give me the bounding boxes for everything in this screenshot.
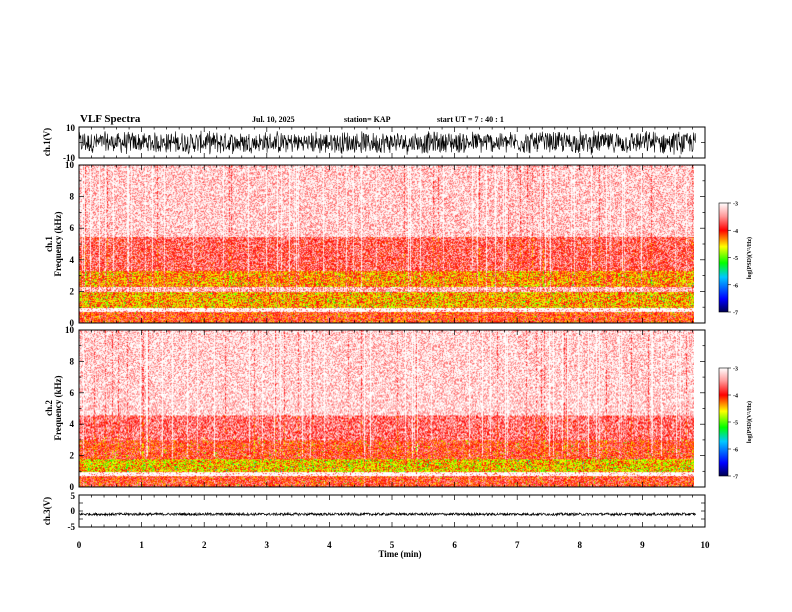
ch1-frequency-tick-labels: 0 2 4 6 8 10 <box>65 160 75 328</box>
colorbar-tick-label: -3 <box>733 202 738 208</box>
time-tick-label: 1 <box>139 540 144 550</box>
frequency-tick-label: 2 <box>70 451 75 461</box>
ch3-ytick-label-bottom: -5 <box>68 522 76 532</box>
ch2-colorbar: -3 -4 -5 -6 -7 log(PSD)(V²/Hz) <box>718 367 753 481</box>
time-axis-tick-labels: 0 1 2 3 4 5 6 7 8 9 10 <box>77 540 710 550</box>
time-tick-label: 3 <box>265 540 270 550</box>
ch2-colorbar-ticks: -3 -4 -5 -6 -7 <box>728 367 738 481</box>
ch1-colorbar-ticks: -3 -4 -5 -6 -7 <box>728 202 738 317</box>
colorbar-tick-label: -6 <box>733 283 738 289</box>
frequency-tick-label: 8 <box>70 192 75 202</box>
ch1-waveform-ylabel: ch.1(V) <box>42 128 52 156</box>
frequency-tick-label: 4 <box>70 255 75 265</box>
ch1-waveform-trace <box>78 130 696 155</box>
ch3-waveform-panel: 5 0 -5 ch.3(V) <box>42 491 706 532</box>
ch3-ytick-label-top: 5 <box>71 491 76 501</box>
time-axis-label: Time (min) <box>378 549 421 559</box>
time-tick-label: 2 <box>202 540 207 550</box>
colorbar-tick-label: -7 <box>733 311 738 317</box>
frequency-tick-label: 6 <box>70 388 75 398</box>
time-tick-label: 9 <box>640 540 645 550</box>
frequency-tick-label: 0 <box>70 482 75 492</box>
colorbar-tick-label: -3 <box>733 367 738 373</box>
frequency-tick-label: 0 <box>70 318 75 328</box>
frequency-tick-label: 8 <box>70 356 75 366</box>
ch1-waveform-panel: 10 -10 ch.1(V) <box>42 123 706 163</box>
ch2-colorbar-label: log(PSD)(V²/Hz) <box>746 401 753 443</box>
ch2-channel-label: ch.2 <box>44 400 54 416</box>
time-tick-label: 7 <box>515 540 520 550</box>
ch1-frequency-axis-label: Frequency (kHz) <box>53 211 63 276</box>
start-time-label: start UT = 7 : 40 : 1 <box>437 115 504 124</box>
ch2-colorbar-scale <box>718 367 729 477</box>
ch2-frequency-tick-labels: 0 2 4 6 8 10 <box>65 325 75 492</box>
ch1-colorbar-scale <box>718 202 729 313</box>
colorbar-tick-label: -4 <box>733 394 738 400</box>
frequency-tick-label: 6 <box>70 223 75 233</box>
ch3-ytick-label-mid: 0 <box>71 506 76 516</box>
time-tick-label: 4 <box>327 540 332 550</box>
ch1-waveform-ticks <box>78 126 706 159</box>
ch1-spectrogram-panel: 0 2 4 6 8 10 ch.1 Frequency (kHz) <box>44 160 706 328</box>
frequency-tick-label: 2 <box>70 286 75 296</box>
frequency-tick-label: 4 <box>70 419 75 429</box>
ch3-waveform-trace <box>78 511 696 517</box>
ch1-channel-label: ch.1 <box>44 236 54 252</box>
ch2-spectrogram-panel: 0 2 4 6 8 10 ch.2 Frequency (kHz) <box>44 325 706 492</box>
ch2-frequency-axis-label: Frequency (kHz) <box>53 375 63 440</box>
colorbar-tick-label: -4 <box>733 229 738 235</box>
ch1-spectrogram-image <box>79 165 694 323</box>
frequency-tick-label: 10 <box>65 160 75 170</box>
ch3-waveform-ylabel: ch.3(V) <box>42 497 52 525</box>
time-tick-label: 8 <box>578 540 583 550</box>
time-tick-label: 5 <box>390 540 395 550</box>
colorbar-tick-label: -6 <box>733 448 738 454</box>
colorbar-tick-label: -5 <box>733 256 738 262</box>
time-tick-label: 0 <box>77 540 82 550</box>
time-tick-label: 6 <box>452 540 457 550</box>
ch1-ytick-label-bottom: -10 <box>63 153 75 163</box>
date-label: Jul. 10, 2025 <box>252 115 295 124</box>
ch1-ytick-label-top: 10 <box>66 123 76 133</box>
frequency-tick-label: 10 <box>65 325 75 335</box>
ch1-colorbar: -3 -4 -5 -6 -7 log(PSD)(V²/Hz) <box>718 202 753 317</box>
colorbar-tick-label: -7 <box>733 475 738 481</box>
station-label: station= KAP <box>344 115 391 124</box>
ch1-colorbar-label: log(PSD)(V²/Hz) <box>746 237 753 279</box>
ch3-waveform-ticks <box>78 494 706 528</box>
figure-title: VLF Spectra <box>80 113 141 125</box>
ch2-spectrogram-image <box>79 330 694 487</box>
time-tick-label: 10 <box>701 540 711 550</box>
colorbar-tick-label: -5 <box>733 421 738 427</box>
ch2-spectrogram-ticks <box>78 329 706 488</box>
